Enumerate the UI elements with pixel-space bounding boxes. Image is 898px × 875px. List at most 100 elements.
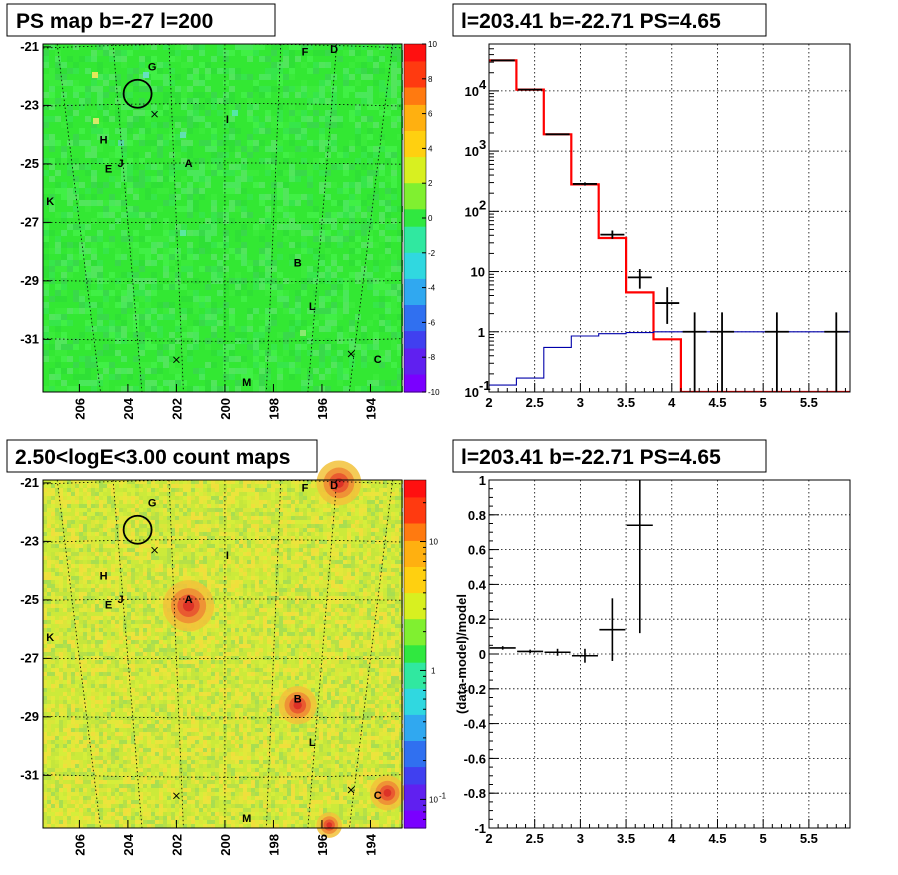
ps-map-texture-cell [397, 122, 403, 128]
count-map-texture-cell [347, 536, 351, 540]
count-map-texture-cell [103, 632, 107, 636]
count-map-texture-cell [359, 536, 363, 540]
count-map-texture-cell [123, 484, 127, 488]
ps-map-texture-cell [55, 188, 61, 194]
ps-map-texture-cell [151, 164, 157, 170]
count-map-texture-cell [383, 544, 387, 548]
count-map-texture-cell [295, 600, 299, 604]
ps-map-texture-cell [115, 374, 121, 380]
count-map-texture-cell [175, 632, 179, 636]
count-map-texture-cell [283, 540, 287, 544]
count-map-texture-cell [207, 512, 211, 516]
count-map-texture-cell [363, 600, 367, 604]
count-map-texture-cell [111, 520, 115, 524]
count-map-texture-cell [359, 552, 363, 556]
count-map-texture-cell [367, 580, 371, 584]
count-map-texture-cell [303, 512, 307, 516]
ps-map-texture-cell [139, 122, 145, 128]
ps-map-texture-cell [127, 104, 133, 110]
count-map-texture-cell [399, 568, 403, 572]
count-map-texture-cell [343, 556, 347, 560]
count-map-texture-cell [167, 500, 171, 504]
count-map-texture-cell [159, 556, 163, 560]
ps-map-texture-cell [79, 164, 85, 170]
count-map-texture-cell [91, 608, 95, 612]
count-map-texture-cell [119, 528, 123, 532]
count-map-texture-cell [367, 536, 371, 540]
count-map-texture-cell [283, 528, 287, 532]
ps-map-texture-cell [85, 302, 91, 308]
ps-map-texture-cell [235, 164, 241, 170]
count-map-texture-cell [239, 512, 243, 516]
ps-map-texture-cell [61, 122, 67, 128]
count-map-texture-cell [231, 508, 235, 512]
count-map-texture-cell [219, 504, 223, 508]
count-map-texture-cell [211, 552, 215, 556]
count-map-texture-cell [331, 580, 335, 584]
ps-map-texture-cell [247, 134, 253, 140]
count-map-texture-cell [75, 528, 79, 532]
count-map-texture-cell [199, 484, 203, 488]
ps-map-texture-cell [385, 188, 391, 194]
count-map-texture-cell [387, 540, 391, 544]
ps-map-texture-cell [121, 176, 127, 182]
count-map-texture-cell [223, 620, 227, 624]
count-map-texture-cell [399, 532, 403, 536]
count-map-texture-cell [375, 504, 379, 508]
ps-map-texture-cell [91, 338, 97, 344]
count-map-texture-cell [187, 484, 191, 488]
count-map-texture-cell [75, 568, 79, 572]
ps-map-texture-cell [67, 320, 73, 326]
count-map-texture-cell [59, 604, 63, 608]
count-map-texture-cell [399, 600, 403, 604]
ps-map-texture-cell [145, 302, 151, 308]
count-map-texture-cell [67, 520, 71, 524]
count-map-texture-cell [359, 568, 363, 572]
ps-map-texture-cell [43, 290, 49, 296]
ps-map-texture-cell [259, 368, 265, 374]
ps-map-texture-cell [223, 170, 229, 176]
ps-map-texture-cell [97, 74, 103, 80]
count-map-texture-cell [71, 612, 75, 616]
count-map-texture-cell [195, 524, 199, 528]
count-map-texture-cell [223, 568, 227, 572]
count-map-texture-cell [95, 492, 99, 496]
ps-map-texture-cell [187, 152, 193, 158]
count-map-texture-cell [103, 572, 107, 576]
ps-map-texture-cell [361, 326, 367, 332]
count-map-texture-cell [155, 568, 159, 572]
ps-map-texture-cell [145, 296, 151, 302]
count-map-texture-cell [199, 576, 203, 580]
count-map-texture-cell [255, 480, 259, 484]
count-map-texture-cell [171, 520, 175, 524]
count-map-texture-cell [127, 532, 131, 536]
ps-colorbar-segment [404, 305, 426, 315]
ps-map-texture-cell [343, 50, 349, 56]
count-map-texture-cell [263, 568, 267, 572]
ps-map-source-label: I [226, 114, 229, 126]
count-map-texture-cell [91, 568, 95, 572]
ps-map-texture-cell [361, 230, 367, 236]
count-map-texture-cell [183, 556, 187, 560]
count-map-texture-cell [131, 576, 135, 580]
count-map-texture-cell [271, 536, 275, 540]
count-map-texture-cell [327, 608, 331, 612]
ps-map-texture-cell [49, 188, 55, 194]
count-map-texture-cell [363, 480, 367, 484]
ps-map-texture-cell [181, 188, 187, 194]
count-map-texture-cell [271, 552, 275, 556]
ps-map-texture-cell [49, 206, 55, 212]
count-map-texture-cell [119, 540, 123, 544]
count-map-texture-cell [283, 524, 287, 528]
count-map-texture-cell [355, 500, 359, 504]
count-map-texture-cell [95, 520, 99, 524]
count-map-texture-cell [243, 604, 247, 608]
count-map-texture-cell [255, 512, 259, 516]
count-map-texture-cell [207, 496, 211, 500]
ps-map-texture-cell [49, 260, 55, 266]
count-map-texture-cell [199, 520, 203, 524]
count-map-texture-cell [119, 592, 123, 596]
ps-map-texture-cell [295, 368, 301, 374]
ps-map-texture-cell [169, 284, 175, 290]
count-map-texture-cell [159, 572, 163, 576]
